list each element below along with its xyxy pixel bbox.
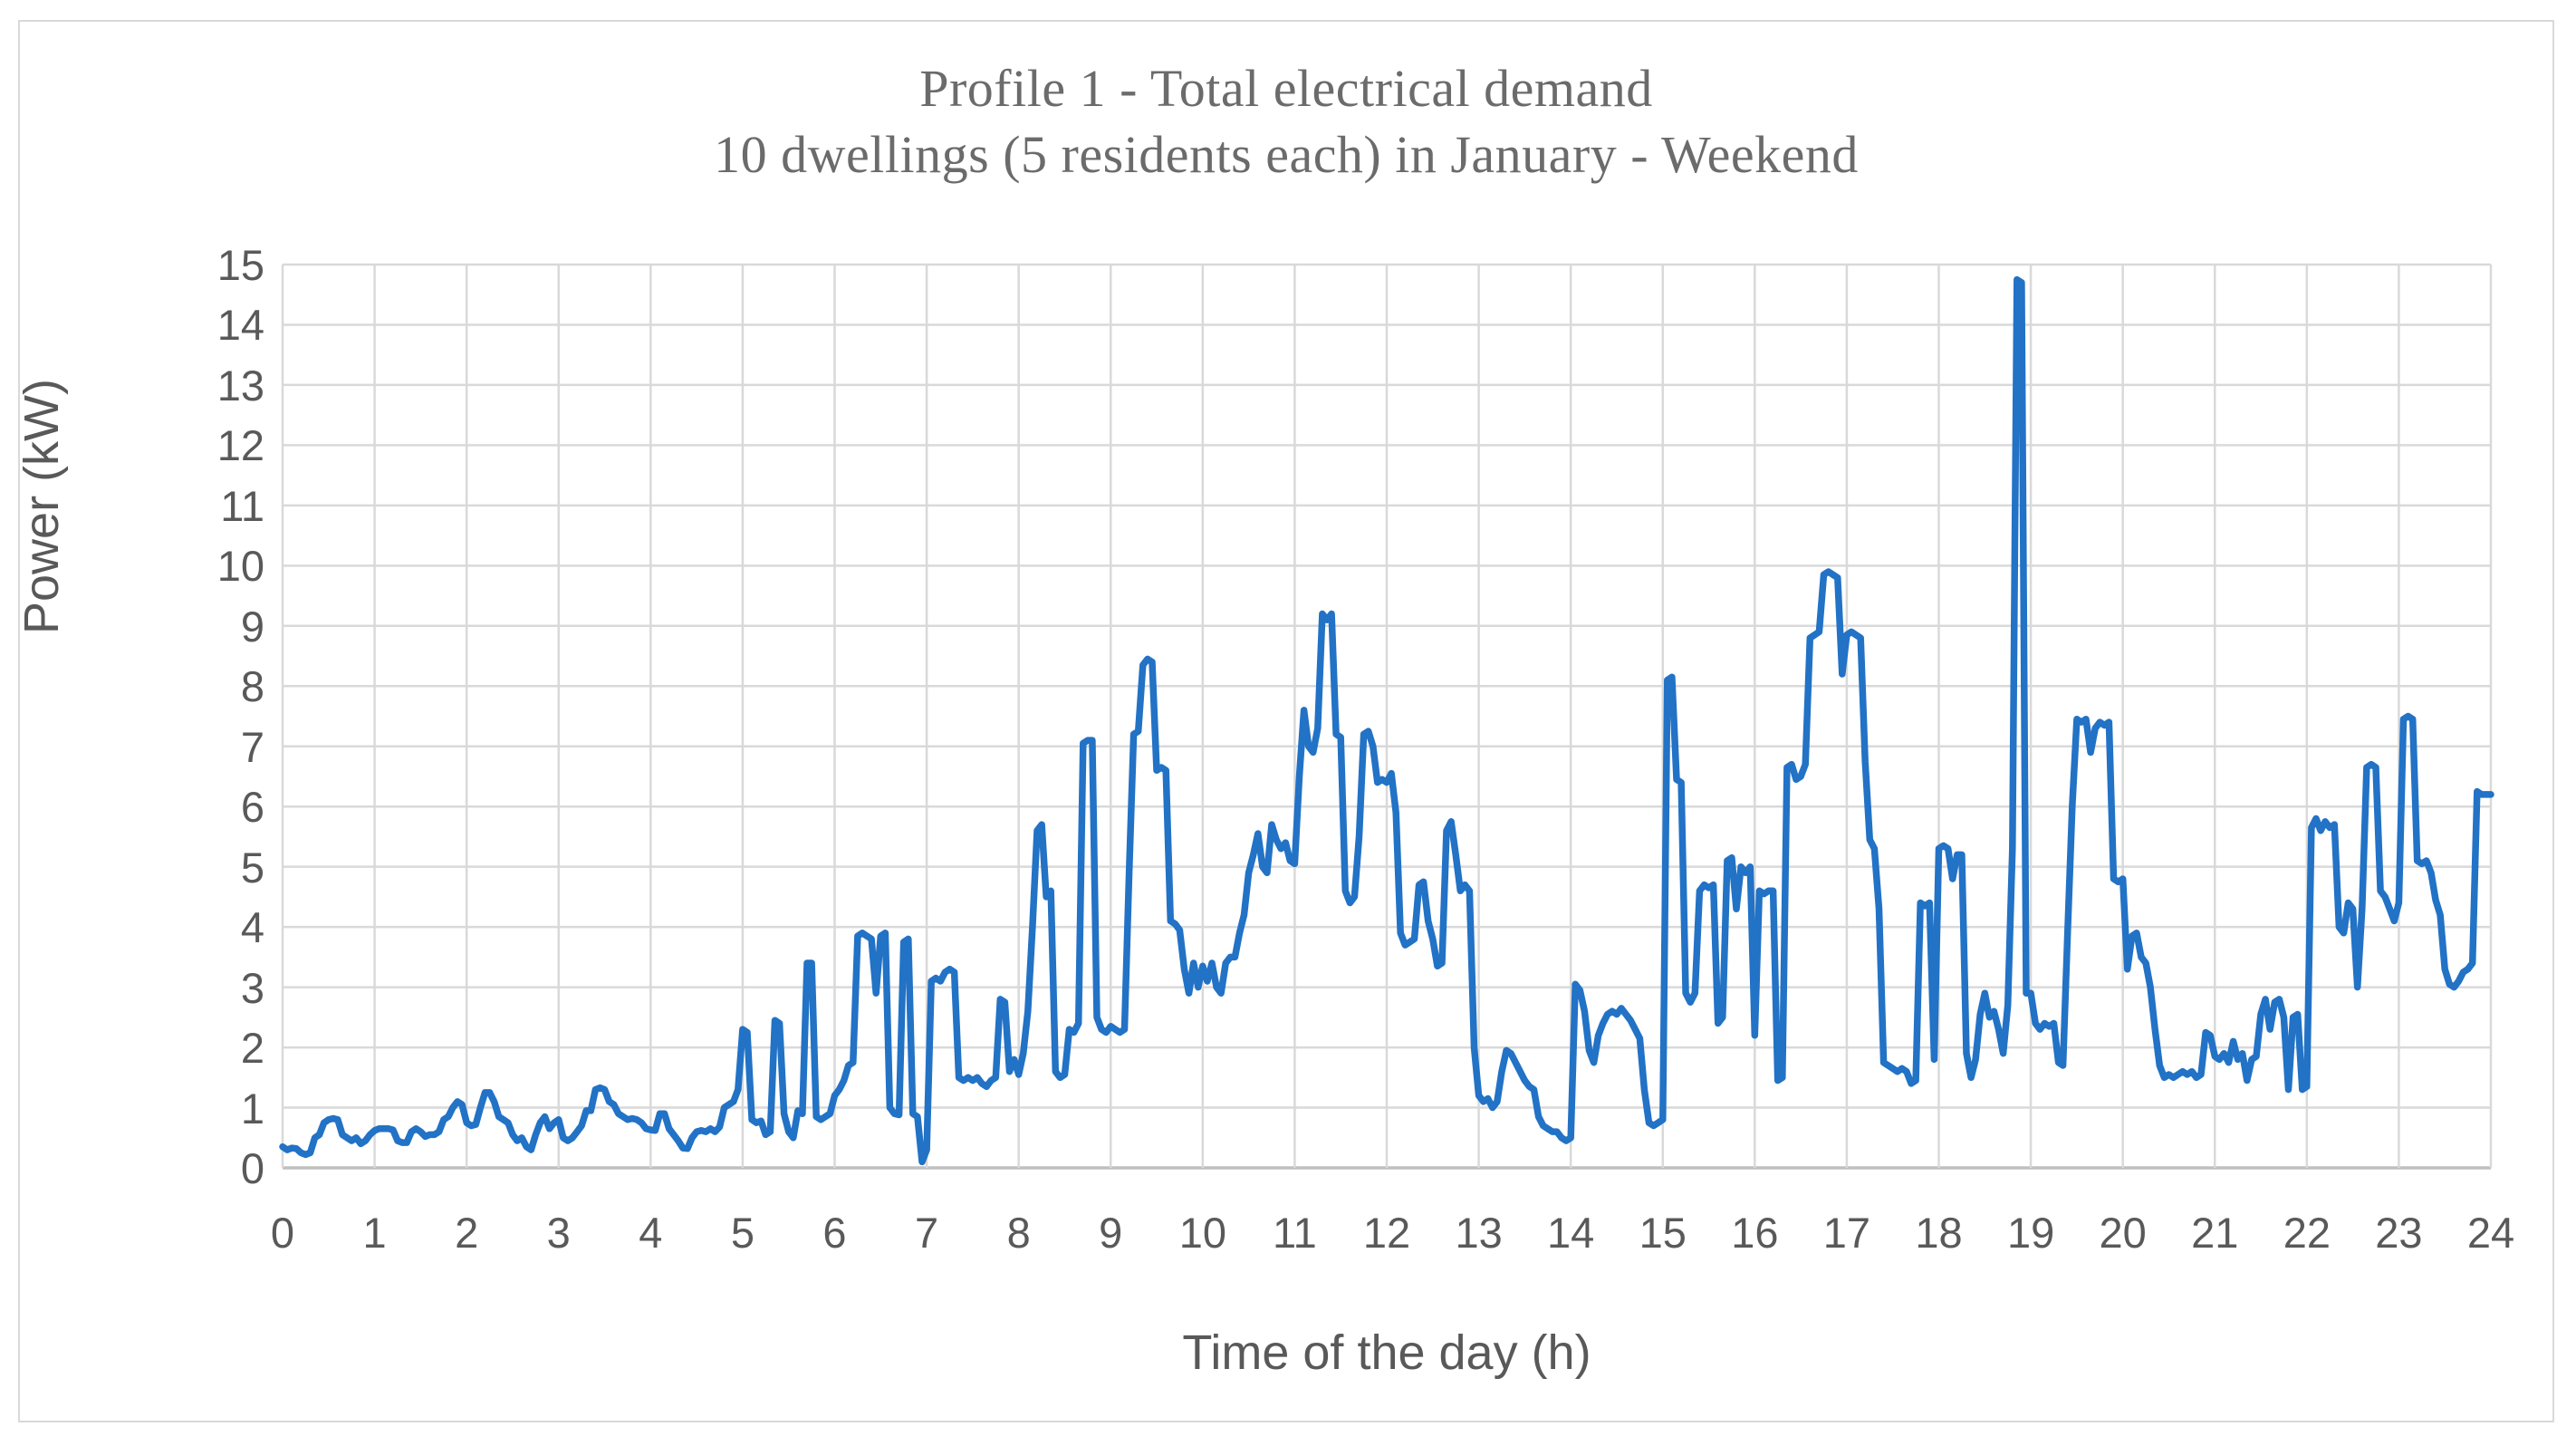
x-tick-label: 24 [2466,1209,2515,1257]
chart-title: Profile 1 - Total electrical demand 10 d… [20,56,2552,188]
y-tick-label: 13 [216,361,264,410]
demand-line-series [279,275,2494,1166]
x-tick-label: 9 [1099,1209,1123,1257]
x-tick-label: 22 [2283,1209,2331,1257]
x-tick-label: 12 [1362,1209,1411,1257]
x-tick-label: 21 [2191,1209,2239,1257]
x-tick-label: 17 [1822,1209,1871,1257]
x-tick-label: 14 [1547,1209,1595,1257]
x-tick-label: 10 [1178,1209,1226,1257]
x-tick-label: 15 [1639,1209,1687,1257]
x-tick-label: 4 [639,1209,663,1257]
x-tick-label: 0 [270,1209,295,1257]
x-tick-label: 11 [1273,1209,1317,1257]
x-tick-label: 3 [546,1209,571,1257]
x-tick-label: 5 [730,1209,755,1257]
y-tick-label: 7 [240,722,264,771]
y-tick-label: 1 [240,1084,264,1133]
x-tick-label: 23 [2375,1209,2423,1257]
y-tick-label: 3 [240,963,264,1012]
y-tick-label: 12 [216,421,264,470]
x-tick-label: 1 [362,1209,387,1257]
y-tick-label: 15 [216,241,264,289]
y-tick-label: 11 [220,481,264,530]
x-tick-label: 8 [1006,1209,1031,1257]
y-tick-label: 5 [240,843,264,892]
y-tick-label: 10 [216,542,264,591]
y-axis-title: Power (kW) [14,379,69,634]
x-tick-label: 16 [1731,1209,1779,1257]
y-tick-label: 2 [240,1024,264,1073]
y-tick-label: 14 [216,301,264,350]
y-tick-label: 4 [240,903,264,952]
chart-title-line2: 10 dwellings (5 residents each) in Janua… [714,124,1859,184]
x-tick-label: 2 [455,1209,479,1257]
x-tick-label: 7 [915,1209,939,1257]
x-tick-label: 13 [1455,1209,1503,1257]
x-axis-title: Time of the day (h) [1182,1326,1591,1380]
x-tick-label: 19 [2006,1209,2055,1257]
x-tick-label: 18 [1915,1209,1963,1257]
x-tick-label: 20 [2099,1209,2147,1257]
y-tick-label: 8 [240,662,264,711]
y-tick-label: 9 [240,602,264,651]
x-tick-label: 6 [822,1209,847,1257]
chart-title-line1: Profile 1 - Total electrical demand [919,59,1653,118]
y-tick-label: 6 [240,783,264,832]
y-tick-label: 0 [240,1144,264,1192]
chart-frame: Profile 1 - Total electrical demand 10 d… [18,20,2554,1422]
